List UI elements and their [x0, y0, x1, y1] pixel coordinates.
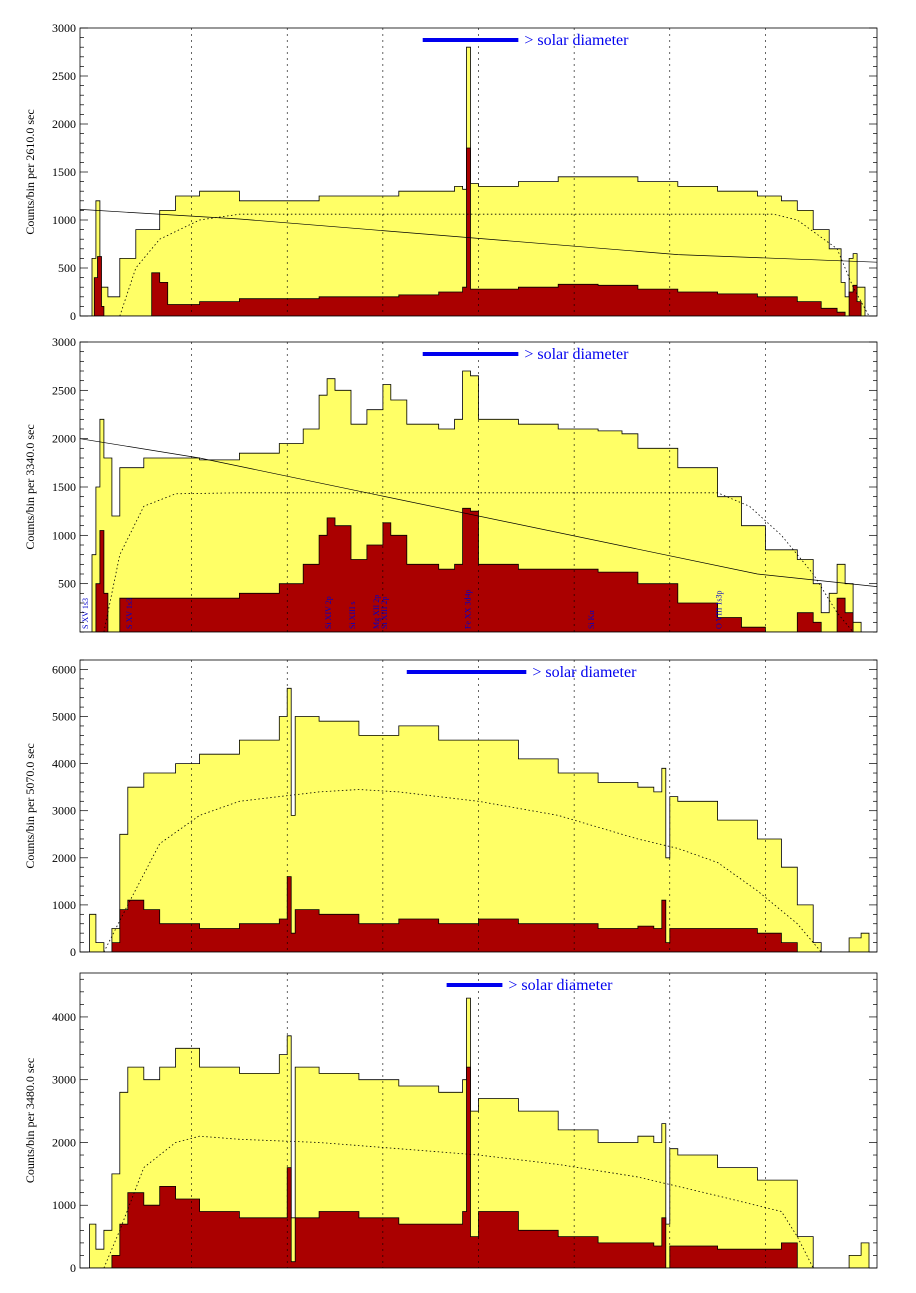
- total-counts-histogram: [80, 997, 877, 1268]
- plot-area: [80, 973, 877, 1268]
- model-curve: [103, 1135, 814, 1268]
- spectral-line-label: O VIII 1s3p: [715, 590, 724, 629]
- spectral-line-label: S XV 1s3: [81, 598, 90, 629]
- spectral-line-label: Mg XII 2p: [372, 595, 381, 629]
- y-tick-label: 6000: [52, 662, 76, 676]
- y-tick-label: 2000: [52, 117, 76, 131]
- y-tick-label: 0: [70, 945, 76, 959]
- y-axis-label: Counts/bin per 2610.0 sec: [23, 109, 37, 234]
- y-tick-label: 500: [58, 577, 76, 591]
- y-tick-label: 1000: [52, 528, 76, 542]
- y-tick-label: 4000: [52, 1010, 76, 1024]
- solar-diameter-label: > solar diameter: [524, 32, 629, 49]
- model-curve: [103, 789, 822, 952]
- solar-diameter-label: > solar diameter: [508, 977, 613, 994]
- panel-4: 0 1000 2000 3000 4000 Counts/bin per 3480.0 s…: [23, 972, 878, 1275]
- fit-line: [80, 438, 877, 587]
- y-tick-label: 2500: [52, 69, 76, 83]
- spectral-line-label: Si XIV 2p: [324, 596, 333, 629]
- y-tick-label: 2000: [52, 1135, 76, 1149]
- panel-frame: [79, 659, 878, 953]
- total-counts-histogram: [80, 46, 877, 316]
- y-tick-label: 1000: [52, 898, 76, 912]
- plot-area: [80, 28, 877, 316]
- y-tick-label: 4000: [52, 757, 76, 771]
- plot-area: [80, 660, 877, 952]
- y-axis-label: Counts/bin per 5070.0 sec: [23, 743, 37, 868]
- fit-line: [80, 209, 877, 263]
- spectral-line-label: S XV 1s3: [125, 598, 134, 629]
- panel-frame: [79, 972, 878, 1269]
- y-tick-label: 3000: [52, 335, 76, 349]
- y-tick-label: 2000: [52, 432, 76, 446]
- plot-area: S XV 1s3 S XV 1s3 Si XIV 2p Si XIII s Mg XII…: [80, 342, 877, 632]
- model-curve: [103, 492, 854, 632]
- y-tick-label: 1500: [52, 480, 76, 494]
- total-counts-histogram: [80, 687, 877, 952]
- y-axis-label: Counts/bin per 3480.0 sec: [23, 1058, 37, 1183]
- panel-1: 0 500 1000 1500 2000 2500 3000 Counts/bin per 2…: [23, 21, 878, 323]
- spectral-line-label: Si XIII 2p: [380, 597, 389, 629]
- y-axis-label: Counts/bin per 3340.0 sec: [23, 424, 37, 549]
- y-tick-label: 500: [58, 261, 76, 275]
- hard-band-histogram: [80, 147, 877, 316]
- y-tick-label: 2500: [52, 383, 76, 397]
- panel-2: S XV 1s3 S XV 1s3 Si XIV 2p Si XIII s Mg XII…: [23, 335, 878, 633]
- solar-diameter-label: > solar diameter: [532, 664, 637, 681]
- spectral-line-label: Fe XX 3d4p: [464, 589, 473, 629]
- y-tick-label: 1500: [52, 165, 76, 179]
- solar-diameter-label: > solar diameter: [524, 346, 629, 363]
- y-tick-label: 0: [70, 309, 76, 323]
- spectral-line-label: Si XIII s: [348, 601, 357, 629]
- hard-band-histogram: [80, 876, 877, 952]
- y-tick-label: 3000: [52, 21, 76, 35]
- y-tick-label: 3000: [52, 804, 76, 818]
- spectral-line-label: Si Kα: [587, 610, 596, 629]
- y-tick-label: 0: [70, 1261, 76, 1275]
- y-tick-label: 1000: [52, 1198, 76, 1212]
- y-tick-label: 2000: [52, 851, 76, 865]
- hard-band-histogram: [80, 1066, 877, 1268]
- y-tick-label: 1000: [52, 213, 76, 227]
- y-tick-label: 5000: [52, 710, 76, 724]
- panel-3: 0 1000 2000 3000 4000 5000 6000 Counts/bin per …: [23, 659, 878, 959]
- y-tick-label: 3000: [52, 1073, 76, 1087]
